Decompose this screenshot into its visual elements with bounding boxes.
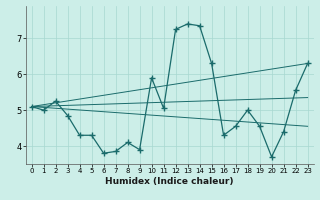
- X-axis label: Humidex (Indice chaleur): Humidex (Indice chaleur): [105, 177, 234, 186]
